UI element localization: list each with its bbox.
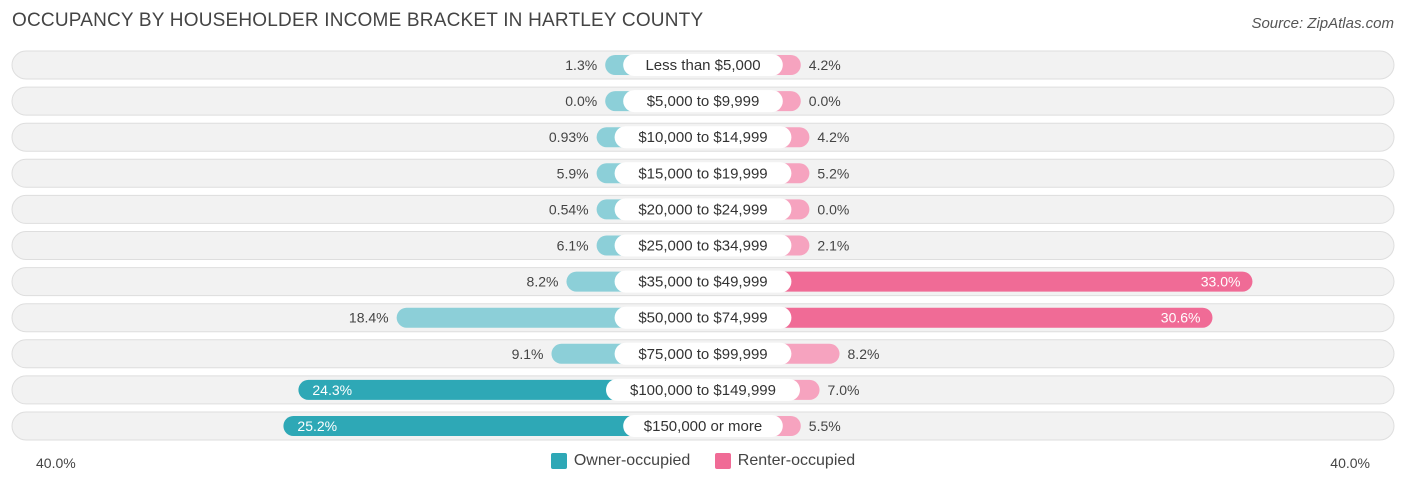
category-pill [614,162,792,185]
legend-renter: Renter-occupied [714,452,856,470]
category-label: $150,000 or more [644,418,762,435]
owner-value-label: 8.2% [527,274,559,290]
category-pill [623,415,783,437]
renter-value-label: 8.2% [848,346,880,362]
category-label: $20,000 to $24,999 [638,201,767,218]
renter-value-label: 0.0% [817,201,849,217]
category-label: $5,000 to $9,999 [647,93,760,110]
category-pill [614,342,792,365]
owner-value-label: 1.3% [565,57,597,73]
owner-bar [283,416,703,436]
renter-value-label: 5.2% [817,165,849,181]
legend-renter-swatch [714,453,731,469]
owner-value-label: 18.4% [349,310,389,326]
owner-value-label: 0.0% [565,93,597,109]
category-label: $100,000 to $149,999 [630,382,776,399]
category-pill [614,234,792,257]
renter-value-label: 2.1% [817,238,849,254]
category-label: $35,000 to $49,999 [638,274,767,291]
category-label: $50,000 to $74,999 [638,310,767,327]
category-label: Less than $5,000 [645,57,760,74]
renter-bar [703,271,1253,292]
category-pill [614,126,792,149]
renter-value-label: 4.2% [809,57,841,73]
owner-value-label: 24.3% [312,382,352,398]
renter-bar [703,307,1213,328]
renter-value-label: 30.6% [1161,310,1201,326]
owner-value-label: 5.9% [557,165,589,181]
source-note: Source: ZipAtlas.com [1251,15,1394,32]
category-label: $15,000 to $19,999 [638,165,767,182]
legend-renter-label: Renter-occupied [737,452,856,469]
renter-value-label: 0.0% [809,93,841,109]
renter-value-label: 7.0% [828,382,860,398]
owner-value-label: 0.93% [549,129,589,145]
legend: Owner-occupied Renter-occupied [0,452,1406,474]
category-pill [623,90,783,113]
legend-owner: Owner-occupied [550,452,691,470]
axis-right-label: 40.0% [1330,455,1370,471]
renter-value-label: 4.2% [817,129,849,145]
owner-bar [298,379,703,400]
owner-value-label: 9.1% [512,346,544,362]
chart-area: 1.3% 4.2% Less than $5,000 0.0% 0.0% $5,000 t… [11,50,1395,441]
owner-value-label: 0.54% [549,201,589,217]
renter-value-label: 5.5% [809,418,841,434]
legend-owner-swatch [550,453,567,469]
chart-title: OCCUPANCY BY HOUSEHOLDER INCOME BRACKET … [12,10,704,31]
renter-value-label: 33.0% [1201,274,1241,290]
category-pill [614,270,792,293]
category-label: $75,000 to $99,999 [638,346,767,363]
category-pill [606,378,800,401]
owner-value-label: 25.2% [297,418,337,434]
owner-value-label: 6.1% [557,238,589,254]
category-label: $25,000 to $34,999 [638,238,767,255]
category-pill [614,198,792,221]
axis-left-label: 40.0% [36,455,76,471]
category-label: $10,000 to $14,999 [638,129,767,146]
legend-owner-label: Owner-occupied [573,452,691,469]
category-pill [623,54,783,76]
category-pill [614,306,792,329]
